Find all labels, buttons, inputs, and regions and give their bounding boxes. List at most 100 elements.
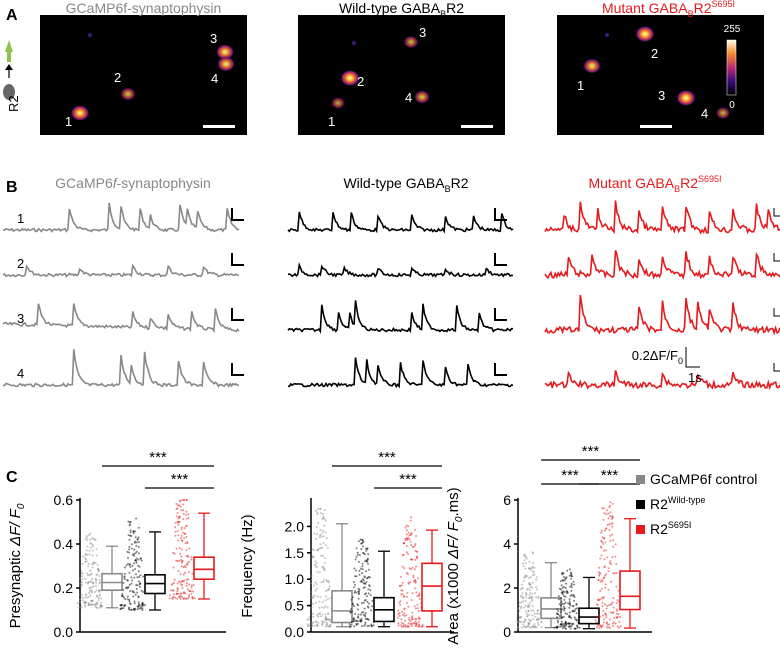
data-point: [570, 582, 573, 585]
calcium-trace: [544, 200, 780, 235]
data-point: [531, 625, 534, 628]
data-point: [89, 546, 92, 549]
data-point: [82, 555, 85, 558]
data-point: [596, 626, 598, 629]
data-point: [190, 558, 193, 561]
data-point: [128, 571, 131, 574]
data-point: [598, 566, 601, 569]
data-point: [184, 542, 187, 545]
data-point: [606, 626, 609, 629]
trace-row-label: 2: [17, 256, 24, 271]
data-point: [320, 535, 323, 538]
data-point: [415, 591, 418, 594]
scatter-points: [553, 568, 581, 630]
data-point: [174, 530, 177, 533]
data-point: [361, 568, 364, 571]
data-point: [562, 624, 565, 627]
data-point: [77, 606, 80, 609]
data-point: [130, 543, 133, 546]
data-point: [404, 526, 407, 529]
data-point: [182, 518, 185, 521]
data-point: [401, 610, 404, 613]
data-point: [417, 577, 419, 580]
data-point: [185, 584, 188, 587]
data-point: [134, 540, 137, 543]
data-point: [131, 579, 134, 582]
data-point: [609, 603, 612, 606]
data-point: [603, 566, 606, 569]
data-point: [405, 524, 408, 527]
data-point: [604, 549, 607, 552]
data-point: [366, 577, 369, 580]
data-point: [601, 507, 604, 510]
image-title: Wild-type GABABR2: [339, 0, 464, 19]
data-point: [89, 594, 92, 597]
data-point: [322, 580, 325, 583]
data-point: [92, 603, 95, 606]
data-point: [367, 592, 370, 595]
data-point: [355, 575, 358, 578]
data-point: [602, 621, 605, 624]
data-point: [609, 501, 612, 504]
data-point: [574, 627, 577, 630]
data-point: [560, 625, 563, 628]
data-point: [350, 623, 353, 626]
data-point: [522, 562, 524, 565]
data-point: [534, 615, 537, 618]
data-point: [185, 510, 188, 513]
data-point: [180, 548, 183, 551]
data-point: [616, 625, 619, 628]
data-point: [182, 597, 185, 600]
data-point: [574, 608, 577, 611]
panel-b-traces: GCaMP6f-synaptophysin Wild-type GABABR2 Mu…: [2, 174, 780, 391]
data-point: [325, 537, 328, 540]
data-point: [608, 623, 611, 626]
scatter-points: [306, 507, 333, 628]
scatter-points: [348, 538, 376, 628]
data-point: [410, 599, 413, 602]
data-point: [85, 534, 88, 537]
data-point: [532, 562, 535, 565]
data-point: [516, 612, 519, 615]
data-point: [121, 595, 124, 597]
data-point: [132, 569, 134, 572]
data-point: [322, 567, 325, 570]
data-point: [412, 576, 415, 579]
data-point: [329, 618, 332, 621]
data-point: [99, 604, 102, 607]
data-point: [357, 587, 360, 590]
data-point: [320, 615, 323, 618]
data-point: [369, 589, 372, 592]
data-point: [357, 593, 360, 596]
data-point: [130, 535, 133, 537]
roi-blob: [414, 90, 430, 104]
data-point: [416, 595, 419, 598]
data-point: [187, 513, 190, 516]
data-point: [560, 610, 562, 613]
data-point: [79, 585, 82, 588]
data-point: [315, 537, 317, 540]
data-point: [360, 602, 363, 604]
data-point: [348, 623, 351, 626]
data-point: [93, 591, 96, 593]
data-point: [180, 555, 183, 558]
data-point: [601, 580, 604, 583]
data-point: [310, 606, 313, 609]
data-point: [409, 623, 412, 626]
data-point: [356, 620, 359, 623]
data-point: [357, 560, 360, 563]
data-point: [614, 543, 617, 546]
data-point: [564, 577, 567, 580]
data-point: [366, 605, 369, 608]
data-point: [180, 583, 183, 586]
data-point: [317, 615, 320, 618]
trace-scale-bar: [773, 208, 780, 217]
data-point: [594, 619, 597, 622]
data-point: [182, 509, 185, 512]
data-point: [617, 589, 620, 592]
data-point: [178, 515, 181, 518]
data-point: [398, 612, 401, 615]
data-point: [600, 554, 603, 557]
data-point: [362, 541, 364, 544]
